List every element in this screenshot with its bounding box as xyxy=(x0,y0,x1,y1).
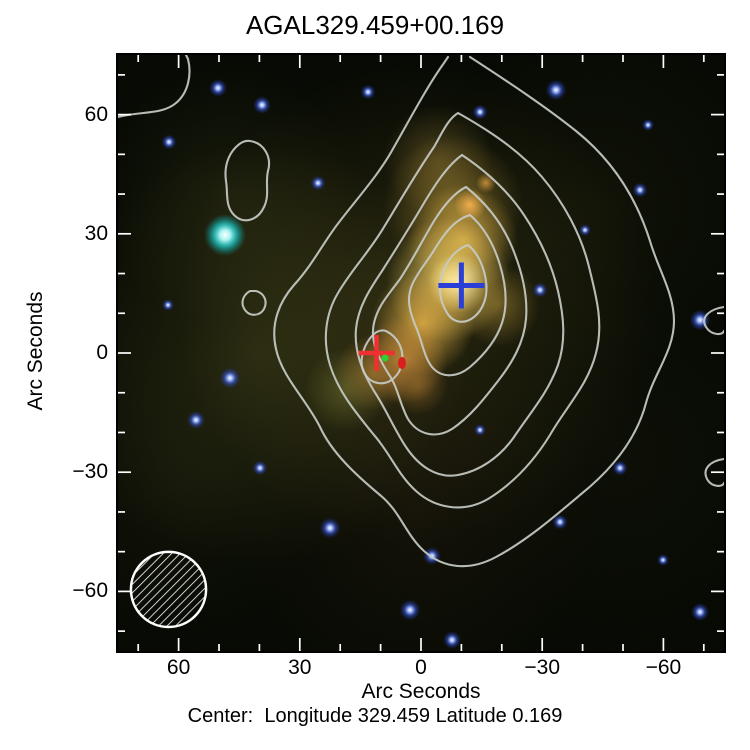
contour-line xyxy=(371,185,528,436)
figure-title: AGAL329.459+00.169 xyxy=(245,10,505,40)
blue-star xyxy=(612,460,628,476)
blue-star xyxy=(552,514,568,530)
contour-line xyxy=(324,111,601,509)
blue-star xyxy=(691,603,709,621)
contour-line xyxy=(704,457,724,487)
contour-line xyxy=(703,305,724,336)
red-dot xyxy=(398,357,406,369)
contour-line xyxy=(273,55,676,568)
caption: Center: Longitude 329.459 Latitude 0.169 xyxy=(187,705,563,727)
x-tick-label: −30 xyxy=(524,656,560,679)
contour-line xyxy=(224,139,270,222)
blue-star xyxy=(219,367,241,389)
blue-star xyxy=(657,554,669,566)
y-tick-label: −60 xyxy=(72,579,108,603)
x-tick-label: −60 xyxy=(645,656,682,679)
markers-layer xyxy=(358,262,485,371)
contour-line xyxy=(118,55,191,119)
beam-layer xyxy=(129,550,208,629)
beam-circle xyxy=(129,550,208,629)
contour-line xyxy=(354,153,565,477)
contour-line xyxy=(241,289,267,316)
blue-star xyxy=(632,182,648,198)
x-axis-label: Arc Seconds xyxy=(361,680,481,703)
contours-layer xyxy=(118,55,724,568)
blue-star xyxy=(360,84,376,100)
blue-star xyxy=(579,224,591,236)
x-tick-label: 60 xyxy=(166,656,191,679)
contour-line xyxy=(438,243,488,323)
blue-star xyxy=(443,631,461,649)
blue-star xyxy=(162,299,174,311)
contour-line xyxy=(360,329,404,385)
ticks-layer xyxy=(118,55,724,651)
stars-layer xyxy=(161,79,711,649)
y-tick-label: 60 xyxy=(84,102,108,126)
blue-star xyxy=(472,104,488,120)
blue-star xyxy=(642,119,654,131)
blue-star xyxy=(532,282,548,298)
sky-image xyxy=(118,55,724,651)
noise-texture xyxy=(118,55,724,651)
blue-star xyxy=(161,134,177,150)
blue-star xyxy=(399,599,421,621)
blue-star xyxy=(187,411,205,429)
blue-star xyxy=(319,517,341,539)
contour-line xyxy=(407,213,507,377)
cyan-star xyxy=(204,214,246,256)
y-tick-label: −30 xyxy=(72,460,108,484)
y-tick-label: 30 xyxy=(84,221,108,245)
blue-star xyxy=(545,79,567,101)
green-dot xyxy=(381,354,389,362)
red-cross-marker xyxy=(358,335,395,371)
blue-star xyxy=(209,79,227,97)
y-tick-label: 0 xyxy=(96,341,108,364)
blue-star xyxy=(474,424,486,436)
blue-star xyxy=(310,175,326,191)
plot-frame xyxy=(116,53,726,653)
x-tick-label: 0 xyxy=(415,656,427,679)
blue-star xyxy=(253,96,271,114)
blue-cross-marker xyxy=(438,262,485,309)
x-tick-label: 30 xyxy=(288,656,312,679)
blue-star xyxy=(252,460,268,476)
